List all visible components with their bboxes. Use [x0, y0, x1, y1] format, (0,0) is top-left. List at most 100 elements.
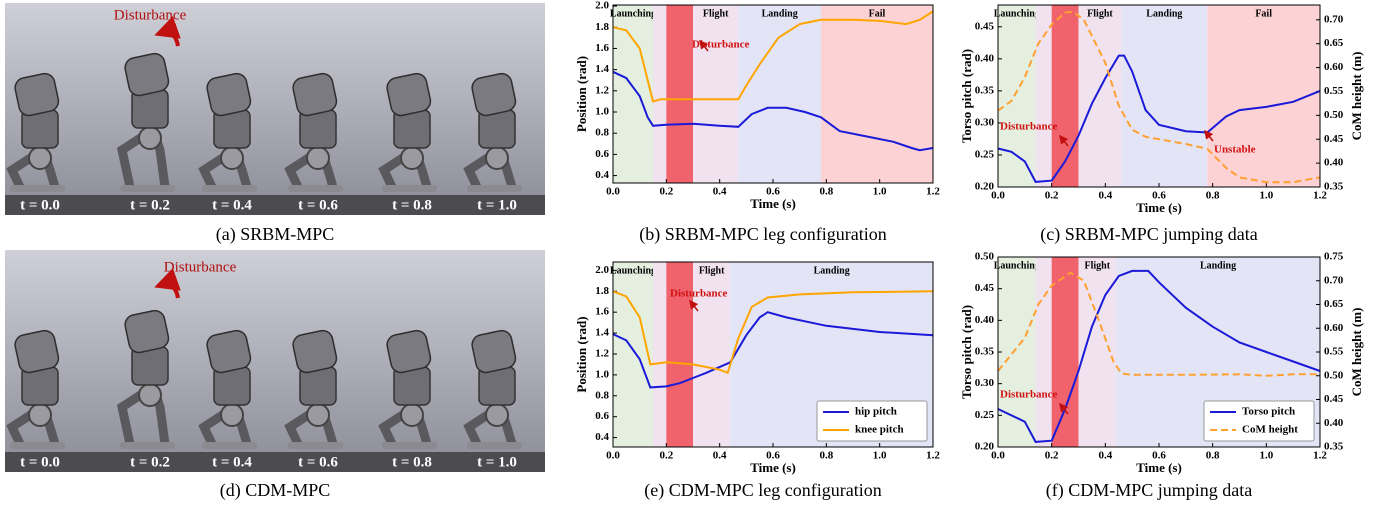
robot-foot: [467, 185, 522, 192]
phase-label: Launching: [610, 265, 656, 276]
y2-tick-label: 0.60: [1324, 322, 1344, 334]
robot-joint: [485, 403, 509, 427]
robot-joint: [306, 403, 330, 427]
phase-region: [1121, 5, 1208, 187]
phase-label: Landing: [814, 265, 850, 276]
y-tick-label: 1.8: [595, 285, 609, 297]
robot-joint: [400, 146, 424, 170]
background: [5, 3, 545, 215]
y-tick-label: 0.40: [975, 314, 995, 326]
chart: Launching Flight Landing 0.0 0.2 0.4 0.6 0.8 1.0…: [574, 261, 940, 501]
x-tick-label: 0.0: [991, 450, 1005, 462]
y-tick-label: 0.8: [595, 127, 609, 139]
phase-label: Flight: [1087, 8, 1113, 19]
phase-region: [1035, 5, 1052, 187]
y-tick-label: 1.4: [595, 327, 609, 339]
phase-label: Launching: [994, 8, 1040, 19]
x-tick-label: 0.4: [1098, 190, 1112, 202]
robot-joint: [400, 403, 424, 427]
y2-tick-label: 0.35: [1324, 441, 1344, 453]
phase-region: [1051, 5, 1079, 187]
x-tick-label: 0.6: [766, 450, 780, 462]
x-tick-label: 0.4: [713, 450, 727, 462]
y2-tick-label: 0.60: [1324, 61, 1344, 73]
x-tick-label: 1.2: [926, 450, 940, 462]
legend-label: Torso pitch: [1242, 406, 1295, 418]
x-tick-label: 0.2: [1045, 190, 1059, 202]
annotation-arrow: [1059, 402, 1069, 415]
x-tick-label: 1.0: [873, 186, 887, 198]
y-tick-label: 0.45: [975, 20, 995, 32]
robot-head: [124, 52, 170, 97]
plot-frame: [612, 4, 934, 184]
phase-region: [998, 257, 1036, 447]
time-label: t = 1.0: [477, 197, 517, 213]
phase-region: [653, 262, 667, 447]
x-tick-label: 0.0: [606, 450, 620, 462]
y2-tick-label: 0.65: [1324, 37, 1344, 49]
y2-tick-label: 0.50: [1324, 109, 1344, 121]
y-tick-label: 0.35: [975, 346, 995, 358]
robot-foot: [10, 185, 65, 192]
phase-label: Flight: [703, 8, 729, 19]
phase-label: Launching: [994, 260, 1040, 271]
data-line: [612, 70, 934, 152]
background: [5, 250, 545, 472]
y-tick-label: 2.0: [595, 264, 609, 276]
legend-label: knee pitch: [855, 424, 904, 436]
x-tick-label: 0.8: [1206, 190, 1220, 202]
robot-foot: [202, 185, 257, 192]
robot-joint: [138, 126, 162, 150]
y2-tick-label: 0.45: [1324, 133, 1344, 145]
ground: [5, 452, 545, 472]
time-label: t = 0.4: [212, 197, 252, 213]
y-tick-label: 0.45: [975, 282, 995, 294]
time-label: t = 0.8: [392, 454, 432, 470]
y2-tick-label: 0.50: [1324, 369, 1344, 381]
y-tick-label: 0.4: [595, 169, 609, 181]
x-tick-label: 0.8: [1206, 450, 1220, 462]
y-axis-label: Position (rad): [574, 316, 589, 392]
y2-tick-label: 0.65: [1324, 298, 1344, 310]
annotation-arrow: [689, 299, 699, 312]
time-label: t = 0.6: [298, 197, 338, 213]
robot-joint: [138, 383, 162, 407]
robot-joint: [485, 146, 509, 170]
y2-tick-label: 0.35: [1324, 181, 1344, 193]
phase-region: [666, 5, 693, 183]
x-tick-label: 0.2: [1045, 450, 1059, 462]
y-tick-label: 1.0: [595, 106, 609, 118]
x-tick-label: 0.4: [1098, 450, 1112, 462]
robot-foot: [288, 185, 343, 192]
y-tick-label: 0.20: [975, 441, 995, 453]
image-panel: Disturbance t = 0.0 t = 0.2 t = 0.4 t = 0.6 t…: [5, 250, 545, 501]
robot-head: [14, 329, 60, 374]
robot-joint: [28, 146, 52, 170]
y2-tick-label: 0.75: [1324, 251, 1344, 263]
y2-axis-label: CoM height (m): [1349, 308, 1364, 397]
robot-joint: [306, 146, 330, 170]
y-axis-label: Torso pitch (rad): [959, 305, 974, 399]
plot-frame: [997, 256, 1321, 448]
y-axis-label: Position (rad): [574, 56, 589, 132]
time-label: t = 1.0: [477, 454, 517, 470]
time-label: t = 0.4: [212, 454, 252, 470]
image-panel: Disturbance t = 0.0 t = 0.2 t = 0.4 t = 0.6 t…: [5, 3, 545, 245]
caption: (f) CDM-MPC jumping data: [1046, 480, 1253, 501]
time-label: t = 0.0: [20, 454, 60, 470]
x-tick-label: 0.8: [819, 186, 833, 198]
chart: Launching Flight Landing Fail 0.0 0.2 0.4 0.6 0.…: [959, 4, 1364, 245]
legend-label: CoM height: [1242, 424, 1298, 436]
x-tick-label: 0.8: [819, 450, 833, 462]
y-tick-label: 0.8: [595, 389, 609, 401]
phase-region: [1078, 5, 1122, 187]
robot-foot: [120, 185, 175, 192]
x-tick-label: 0.4: [713, 186, 727, 198]
x-tick-label: 0.0: [606, 186, 620, 198]
y-tick-label: 0.30: [975, 377, 995, 389]
caption: (b) SRBM-MPC leg configuration: [639, 224, 887, 245]
y-tick-label: 0.50: [975, 251, 995, 263]
phase-region: [613, 5, 653, 183]
